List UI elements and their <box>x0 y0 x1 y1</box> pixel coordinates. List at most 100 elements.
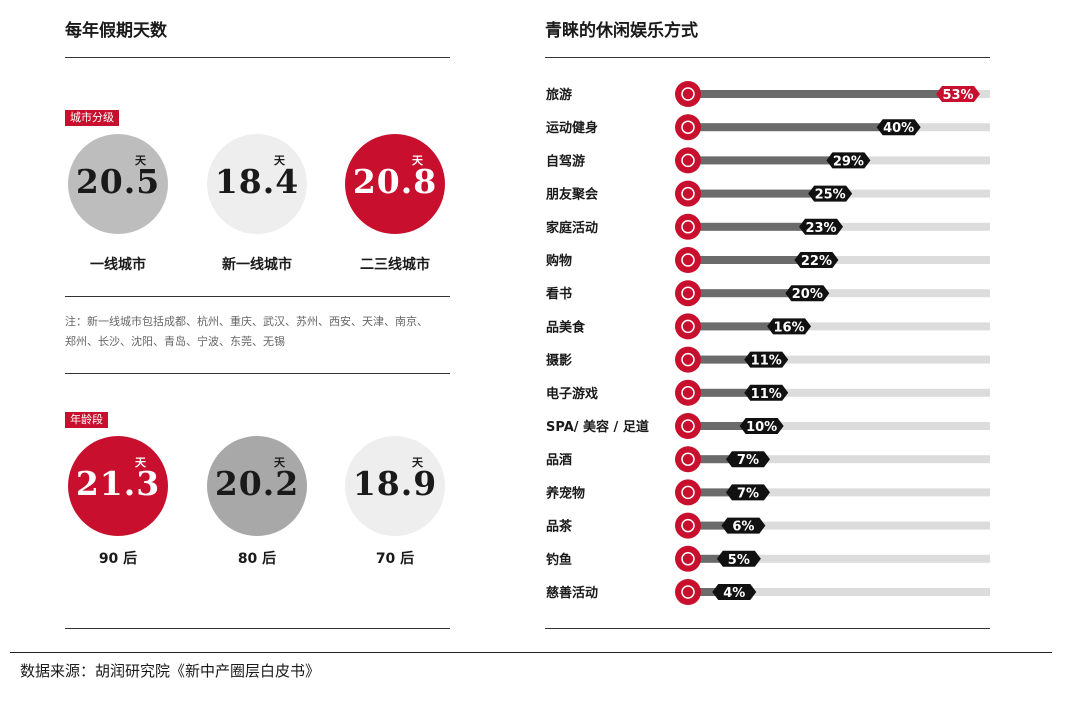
city-circle-3: 20.8 天 <box>345 134 445 234</box>
bar <box>688 355 751 364</box>
value-label: 53% <box>942 88 973 103</box>
heart-icon <box>675 579 701 605</box>
data-source: 数据来源：胡润研究院《新中产圈层白皮书》 <box>20 662 321 680</box>
fish-icon <box>675 545 701 572</box>
category-label: 品酒 <box>546 453 572 468</box>
category-label: 慈善活动 <box>546 585 598 601</box>
city-circle-1: 20.5 天 <box>68 134 168 234</box>
bar-track <box>688 355 990 364</box>
city-value: 20.5 <box>75 162 161 201</box>
spa-icon-glyph <box>681 419 695 433</box>
bar-track <box>688 388 990 397</box>
value-label: 6% <box>732 520 754 535</box>
city-unit: 天 <box>135 154 146 167</box>
suitcase-icon <box>675 81 701 107</box>
value-label: 40% <box>883 121 914 136</box>
category-label: 家庭活动 <box>546 220 598 236</box>
bar-track <box>688 455 990 464</box>
age-label: 70 后 <box>375 551 415 567</box>
age-unit: 天 <box>135 456 146 469</box>
category-label: 购物 <box>546 253 572 269</box>
cutlery-icon <box>675 313 701 340</box>
left-panel-title: 每年假期天数 <box>65 21 167 41</box>
value-label: 16% <box>773 320 804 335</box>
left-bottom-rule <box>65 628 450 629</box>
value-badge <box>767 318 812 335</box>
value-badge <box>794 252 839 268</box>
racket-icon <box>675 114 701 141</box>
gamepad-icon-glyph <box>681 386 695 400</box>
category-label: SPA/ 美容 / 足道 <box>546 419 649 435</box>
bar <box>688 156 833 165</box>
value-badge <box>725 484 770 501</box>
book-icon-glyph <box>681 286 695 300</box>
age-value: 20.2 <box>214 464 300 503</box>
age-unit: 天 <box>412 456 423 469</box>
chart-title-rule <box>545 57 990 58</box>
age-unit: 天 <box>274 456 285 469</box>
value-label: 11% <box>751 387 782 402</box>
camera-icon-glyph <box>681 352 695 367</box>
fish-icon-glyph <box>681 552 695 566</box>
bar <box>688 455 732 464</box>
bar-track <box>688 256 990 264</box>
pet-icon <box>675 479 701 506</box>
heart-icon-glyph <box>681 585 695 599</box>
category-label: 电子游戏 <box>546 386 598 402</box>
shopping-bag-icon <box>675 247 701 273</box>
city-unit: 天 <box>412 154 423 167</box>
category-label: 品茶 <box>546 519 573 535</box>
city-label: 二三线城市 <box>360 257 430 273</box>
cheers-icon <box>675 180 701 207</box>
value-badge <box>876 119 921 136</box>
value-badge <box>716 550 761 567</box>
bar <box>688 521 728 530</box>
value-label: 7% <box>737 486 759 501</box>
cheers-icon-glyph <box>681 186 695 201</box>
pet-icon-glyph <box>681 485 695 500</box>
car-icon-glyph <box>681 153 695 168</box>
value-badge <box>725 451 770 468</box>
value-badge <box>808 185 853 202</box>
value-label: 22% <box>801 254 832 269</box>
bar-track <box>688 322 990 331</box>
bar-track <box>688 521 990 530</box>
value-label: 20% <box>792 287 823 302</box>
wine-icon <box>675 446 701 473</box>
bar <box>688 554 723 563</box>
bar <box>688 588 719 596</box>
city-tier-tag: 城市分级 <box>65 110 119 126</box>
city-bottom-rule <box>65 296 450 297</box>
note-bottom-rule <box>65 373 450 374</box>
value-label: 10% <box>746 420 777 435</box>
value-badge <box>739 418 784 434</box>
bar-track <box>688 422 990 430</box>
age-group-tag: 年龄段 <box>65 412 108 428</box>
wine-icon-glyph <box>681 452 695 466</box>
value-badge <box>936 86 980 102</box>
value-label: 29% <box>833 154 864 169</box>
value-badge <box>744 351 789 368</box>
left-title-rule <box>65 57 450 58</box>
shopping-bag-icon-glyph <box>681 253 695 267</box>
cutlery-icon-glyph <box>681 319 695 334</box>
age-circle-3: 18.9 天 <box>345 436 445 536</box>
value-badge <box>712 584 757 600</box>
family-icon <box>675 213 701 240</box>
family-icon-glyph <box>681 220 695 234</box>
category-label: 运动健身 <box>546 120 598 136</box>
bar-track <box>688 289 990 298</box>
bar <box>688 222 806 231</box>
teapot-icon <box>675 512 701 539</box>
value-badge <box>721 517 766 534</box>
racket-icon-glyph <box>681 120 695 134</box>
value-label: 11% <box>751 354 782 369</box>
age-label: 80 后 <box>237 551 277 567</box>
bar <box>688 388 751 397</box>
chart-title: 青睐的休闲娱乐方式 <box>545 21 698 41</box>
value-badge <box>826 152 871 169</box>
age-circle-1: 21.3 天 <box>68 436 168 536</box>
camera-icon <box>675 346 701 373</box>
category-label: 朋友聚会 <box>545 187 599 203</box>
bar-track <box>688 488 990 497</box>
